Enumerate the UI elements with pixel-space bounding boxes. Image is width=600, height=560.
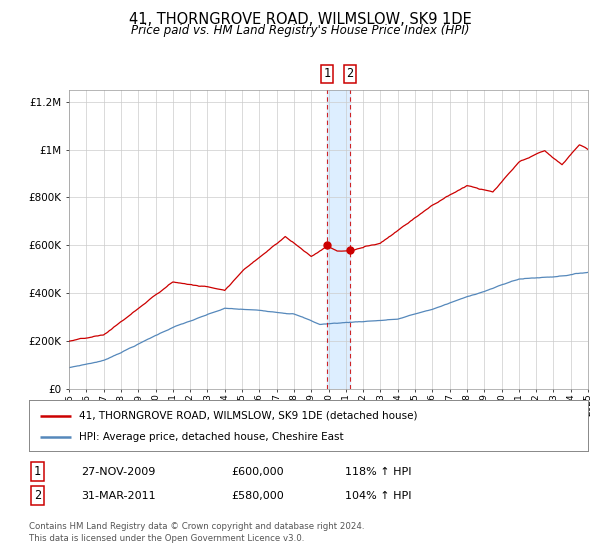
- Text: Contains HM Land Registry data © Crown copyright and database right 2024.
This d: Contains HM Land Registry data © Crown c…: [29, 522, 364, 543]
- Text: 2: 2: [347, 67, 353, 81]
- Text: Price paid vs. HM Land Registry's House Price Index (HPI): Price paid vs. HM Land Registry's House …: [131, 24, 469, 37]
- Text: £600,000: £600,000: [231, 466, 284, 477]
- Text: £580,000: £580,000: [231, 491, 284, 501]
- Text: HPI: Average price, detached house, Cheshire East: HPI: Average price, detached house, Ches…: [79, 432, 344, 442]
- Text: 2: 2: [34, 489, 41, 502]
- Text: 1: 1: [323, 67, 331, 81]
- Text: 27-NOV-2009: 27-NOV-2009: [81, 466, 155, 477]
- Text: 118% ↑ HPI: 118% ↑ HPI: [345, 466, 412, 477]
- Text: 41, THORNGROVE ROAD, WILMSLOW, SK9 1DE: 41, THORNGROVE ROAD, WILMSLOW, SK9 1DE: [128, 12, 472, 27]
- Text: 1: 1: [34, 465, 41, 478]
- Text: 31-MAR-2011: 31-MAR-2011: [81, 491, 155, 501]
- Text: 104% ↑ HPI: 104% ↑ HPI: [345, 491, 412, 501]
- Text: 41, THORNGROVE ROAD, WILMSLOW, SK9 1DE (detached house): 41, THORNGROVE ROAD, WILMSLOW, SK9 1DE (…: [79, 410, 418, 421]
- Bar: [327, 90, 350, 389]
